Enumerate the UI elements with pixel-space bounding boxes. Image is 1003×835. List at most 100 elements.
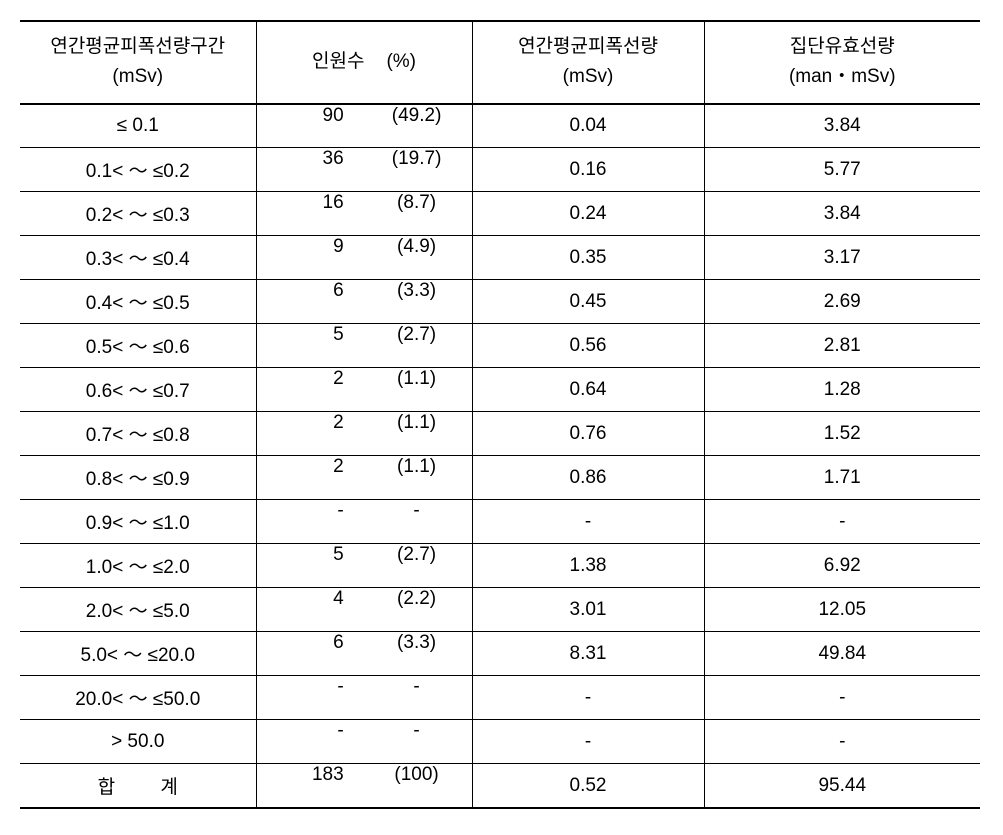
range-cell: 1.0< ～ ≤2.0 bbox=[20, 544, 256, 588]
count-percent: (49.2) bbox=[360, 105, 472, 148]
count-percent: (2.7) bbox=[360, 544, 472, 587]
range-cell: 2.0< ～ ≤5.0 bbox=[20, 588, 256, 632]
dose-cell: 49.84 bbox=[704, 632, 980, 676]
table-row: > 50.0---- bbox=[20, 720, 980, 764]
dose-cell: - bbox=[704, 500, 980, 544]
header-collective: 집단유효선량 (man・mSv) bbox=[704, 21, 980, 104]
header-avg: 연간평균피폭선량 (mSv) bbox=[472, 21, 704, 104]
count-value: 5 bbox=[257, 324, 360, 367]
count-cell: 9(4.9) bbox=[256, 236, 472, 280]
header-range: 연간평균피폭선량구간 (mSv) bbox=[20, 21, 256, 104]
avg-cell: 0.56 bbox=[472, 324, 704, 368]
range-cell: 0.8< ～ ≤0.9 bbox=[20, 456, 256, 500]
table-row: 20.0< ～ ≤50.0---- bbox=[20, 676, 980, 720]
dose-cell: 6.92 bbox=[704, 544, 980, 588]
count-percent: (3.3) bbox=[360, 632, 472, 675]
count-value: 36 bbox=[257, 148, 360, 191]
header-row: 연간평균피폭선량구간 (mSv) 인원수 (%) 연간평균피폭선량 (mSv) … bbox=[20, 21, 980, 104]
dose-cell: 1.28 bbox=[704, 368, 980, 412]
count-cell: 2(1.1) bbox=[256, 368, 472, 412]
total-label: 합 계 bbox=[20, 764, 256, 809]
count-cell: -- bbox=[256, 500, 472, 544]
count-value: 2 bbox=[257, 412, 360, 455]
dose-cell: - bbox=[704, 720, 980, 764]
count-percent: (3.3) bbox=[360, 280, 472, 323]
range-cell: ≤ 0.1 bbox=[20, 104, 256, 148]
total-dose-cell: 95.44 bbox=[704, 764, 980, 809]
count-percent: (8.7) bbox=[360, 192, 472, 235]
range-cell: 0.4< ～ ≤0.5 bbox=[20, 280, 256, 324]
avg-cell: 0.76 bbox=[472, 412, 704, 456]
avg-cell: 8.31 bbox=[472, 632, 704, 676]
count-percent: (1.1) bbox=[360, 412, 472, 455]
count-cell: 5(2.7) bbox=[256, 324, 472, 368]
range-cell: 0.1< ～ ≤0.2 bbox=[20, 148, 256, 192]
avg-cell: 0.35 bbox=[472, 236, 704, 280]
total-count-percent: (100) bbox=[360, 764, 472, 807]
table-header: 연간평균피폭선량구간 (mSv) 인원수 (%) 연간평균피폭선량 (mSv) … bbox=[20, 21, 980, 104]
count-value: 16 bbox=[257, 192, 360, 235]
avg-cell: 0.24 bbox=[472, 192, 704, 236]
table-row: ≤ 0.190(49.2)0.043.84 bbox=[20, 104, 980, 148]
total-count-cell: 183(100) bbox=[256, 764, 472, 809]
count-value: 6 bbox=[257, 280, 360, 323]
table-row: 2.0< ～ ≤5.04(2.2)3.0112.05 bbox=[20, 588, 980, 632]
range-cell: 0.7< ～ ≤0.8 bbox=[20, 412, 256, 456]
table-row: 0.5< ～ ≤0.65(2.7)0.562.81 bbox=[20, 324, 980, 368]
dose-cell: 3.17 bbox=[704, 236, 980, 280]
count-percent: - bbox=[360, 500, 472, 543]
header-range-line2: (mSv) bbox=[112, 66, 163, 87]
count-percent: (4.9) bbox=[360, 236, 472, 279]
count-percent: - bbox=[360, 676, 472, 719]
count-cell: 36(19.7) bbox=[256, 148, 472, 192]
header-range-line1: 연간평균피폭선량구간 bbox=[50, 36, 225, 57]
range-cell: 0.2< ～ ≤0.3 bbox=[20, 192, 256, 236]
table-row: 0.9< ～ ≤1.0---- bbox=[20, 500, 980, 544]
dose-distribution-table: 연간평균피폭선량구간 (mSv) 인원수 (%) 연간평균피폭선량 (mSv) … bbox=[20, 20, 980, 809]
count-cell: 90(49.2) bbox=[256, 104, 472, 148]
count-percent: (1.1) bbox=[360, 456, 472, 499]
table-body: ≤ 0.190(49.2)0.043.840.1< ～ ≤0.236(19.7)… bbox=[20, 104, 980, 809]
dose-cell: - bbox=[704, 676, 980, 720]
table-row: 0.8< ～ ≤0.92(1.1)0.861.71 bbox=[20, 456, 980, 500]
dose-cell: 1.71 bbox=[704, 456, 980, 500]
range-cell: > 50.0 bbox=[20, 720, 256, 764]
avg-cell: 0.04 bbox=[472, 104, 704, 148]
header-collective-line2: (man・mSv) bbox=[789, 66, 896, 87]
dose-cell: 3.84 bbox=[704, 192, 980, 236]
avg-cell: - bbox=[472, 676, 704, 720]
table-row: 0.6< ～ ≤0.72(1.1)0.641.28 bbox=[20, 368, 980, 412]
avg-cell: - bbox=[472, 500, 704, 544]
avg-cell: - bbox=[472, 720, 704, 764]
range-cell: 0.6< ～ ≤0.7 bbox=[20, 368, 256, 412]
count-value: 6 bbox=[257, 632, 360, 675]
count-value: - bbox=[257, 720, 360, 763]
count-value: - bbox=[257, 676, 360, 719]
count-value: 2 bbox=[257, 368, 360, 411]
total-row: 합 계183(100)0.5295.44 bbox=[20, 764, 980, 809]
dose-cell: 2.69 bbox=[704, 280, 980, 324]
range-cell: 20.0< ～ ≤50.0 bbox=[20, 676, 256, 720]
range-cell: 0.3< ～ ≤0.4 bbox=[20, 236, 256, 280]
header-count-pct-label: (%) bbox=[386, 47, 416, 77]
header-avg-line2: (mSv) bbox=[563, 66, 614, 87]
count-cell: -- bbox=[256, 676, 472, 720]
table-row: 5.0< ～ ≤20.06(3.3)8.3149.84 bbox=[20, 632, 980, 676]
count-cell: 6(3.3) bbox=[256, 280, 472, 324]
count-value: 90 bbox=[257, 105, 360, 148]
count-percent: (19.7) bbox=[360, 148, 472, 191]
count-percent: - bbox=[360, 720, 472, 763]
count-cell: 2(1.1) bbox=[256, 412, 472, 456]
count-percent: (2.7) bbox=[360, 324, 472, 367]
table-row: 0.7< ～ ≤0.82(1.1)0.761.52 bbox=[20, 412, 980, 456]
count-value: 9 bbox=[257, 236, 360, 279]
dose-cell: 5.77 bbox=[704, 148, 980, 192]
count-cell: -- bbox=[256, 720, 472, 764]
table-row: 0.3< ～ ≤0.49(4.9)0.353.17 bbox=[20, 236, 980, 280]
avg-cell: 0.16 bbox=[472, 148, 704, 192]
range-cell: 0.5< ～ ≤0.6 bbox=[20, 324, 256, 368]
dose-cell: 2.81 bbox=[704, 324, 980, 368]
total-count-value: 183 bbox=[257, 764, 360, 807]
count-percent: (2.2) bbox=[360, 588, 472, 631]
range-cell: 0.9< ～ ≤1.0 bbox=[20, 500, 256, 544]
